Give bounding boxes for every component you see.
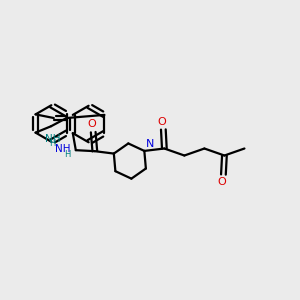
Text: N: N xyxy=(146,139,154,148)
Text: O: O xyxy=(158,117,166,127)
Text: NH: NH xyxy=(55,144,70,154)
Text: O: O xyxy=(218,177,226,187)
Text: NH: NH xyxy=(45,134,60,144)
Text: H: H xyxy=(50,139,56,148)
Text: H: H xyxy=(64,150,70,159)
Text: O: O xyxy=(87,119,96,129)
